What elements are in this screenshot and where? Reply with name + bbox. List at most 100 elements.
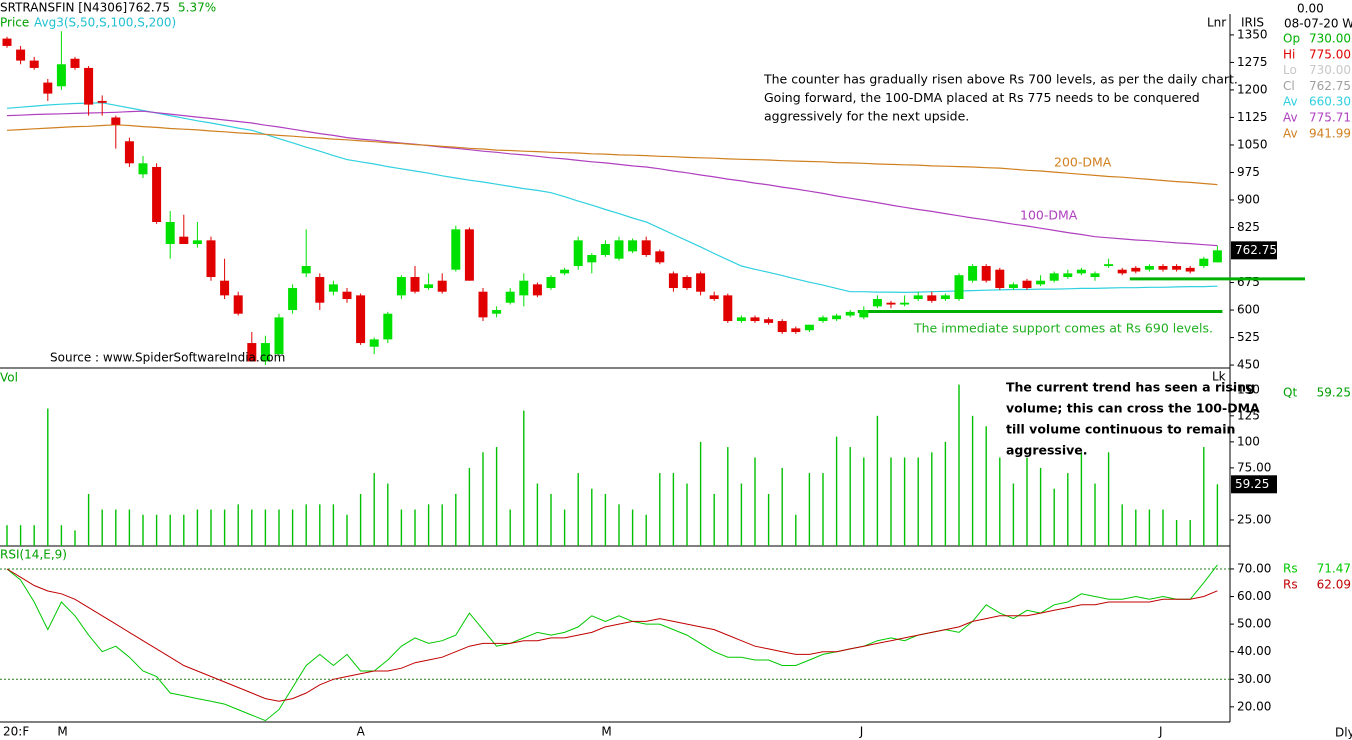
candle-body (709, 295, 719, 300)
candle-body (1049, 273, 1059, 281)
source: Source : www.SpiderSoftwareIndia.com (50, 351, 285, 365)
volume-bar (1203, 447, 1205, 546)
candle-body (288, 288, 298, 311)
moving-average (6, 102, 1218, 294)
candle-body (97, 100, 107, 103)
y-tick-label: 825 (1237, 220, 1260, 234)
y-tick-label: 1125 (1237, 110, 1268, 124)
volume-bar (1135, 509, 1137, 546)
candle-body (886, 302, 896, 305)
y-tick-label: 25.00 (1237, 512, 1271, 526)
info-label: Av (1283, 111, 1298, 125)
info-label: Av (1283, 126, 1298, 140)
volume-bar (563, 509, 566, 546)
moving-average (6, 110, 1218, 247)
volume-bar (1012, 483, 1015, 546)
price-box-label: 762.75 (1235, 243, 1277, 257)
panel-title: RSI(14,E,9) (0, 548, 67, 562)
candle-body (913, 295, 923, 300)
candle-body (451, 229, 461, 270)
candle-body (1076, 269, 1086, 274)
info-value: 730.00 (1309, 63, 1351, 77)
candle-body (587, 255, 597, 263)
candle-body (927, 295, 937, 301)
y-tick-label: 600 (1237, 303, 1260, 317)
y-tick-label: 50.00 (1237, 617, 1271, 631)
y-tick-label: 30.00 (1237, 672, 1271, 686)
candle-body (342, 291, 352, 300)
volume-bar (1148, 509, 1151, 546)
legend-label: Rs (1283, 578, 1298, 592)
candle-body (519, 280, 529, 296)
candle-body (668, 273, 678, 289)
volume-bar (958, 384, 960, 546)
candle-body (464, 229, 474, 281)
candle-body (859, 310, 869, 318)
volume-bar (468, 467, 471, 546)
candle-body (247, 343, 257, 362)
y-tick-label: 40.00 (1237, 644, 1271, 658)
annotation: volume; this can cross the 100-DMA (1006, 401, 1260, 416)
y-tick-label: 675 (1237, 275, 1260, 289)
volume-bar (876, 415, 879, 546)
candle-body (29, 60, 39, 68)
volume-bar (931, 452, 933, 546)
volume-bar (754, 457, 756, 546)
annotation: The immediate support comes at Rs 690 le… (913, 321, 1213, 336)
candle-body (532, 284, 542, 296)
ma-label: 200-DMA (1054, 155, 1112, 170)
candle-body (1090, 273, 1100, 278)
volume-bar (740, 483, 743, 546)
volume-bar (251, 509, 253, 546)
candle-body (84, 67, 94, 105)
volume-bar (6, 525, 8, 546)
candle-body (1185, 267, 1195, 272)
volume-bar (387, 483, 389, 546)
volume-bar (672, 473, 675, 546)
volume-bar (536, 483, 539, 546)
candle-body (383, 313, 393, 340)
candle-body (981, 266, 991, 281)
candle-body (628, 240, 638, 252)
volume-bar (291, 509, 294, 546)
candle-body (43, 82, 53, 94)
volume-bar (400, 509, 403, 546)
indicator-label: Avg3(S,50,S,100,S,200) (34, 16, 176, 30)
volume-bar (87, 493, 90, 546)
y-tick-label: 1350 (1237, 27, 1268, 41)
symbol: SRTRANSFIN [N4306] (0, 1, 127, 15)
volume-box (1231, 475, 1277, 494)
volume-bar (863, 457, 865, 546)
volume-bar (1189, 519, 1191, 546)
volume-bar (1053, 488, 1055, 546)
candle-body (832, 315, 842, 320)
volume-bar (1175, 519, 1178, 546)
info-value: 941.99 (1309, 126, 1351, 140)
volume-bar (196, 509, 199, 546)
volume-box-label: 59.25 (1235, 477, 1269, 491)
candle-body (1022, 280, 1032, 289)
candle-body (369, 339, 379, 347)
volume-bar (1039, 467, 1042, 546)
candle-body (328, 284, 338, 292)
volume-bar (1026, 457, 1028, 546)
candle-body (954, 275, 964, 300)
volume-bar (210, 509, 212, 546)
volume-bar (550, 493, 552, 546)
candle-body (1063, 273, 1073, 278)
volume-bar (577, 473, 579, 546)
volume-bar (903, 457, 906, 546)
volume-bar (1107, 452, 1110, 546)
y-tick-label: 75.00 (1237, 460, 1271, 474)
info-label: Lo (1283, 63, 1297, 77)
volume-bar (971, 415, 974, 546)
volume-bar (699, 441, 702, 546)
volume-bar (767, 493, 770, 546)
candle-body (1008, 284, 1018, 289)
info-label: Hi (1283, 47, 1295, 61)
annotation: aggressively for the next upside. (764, 109, 969, 124)
candle-body (206, 240, 216, 278)
y-tick-label: 70.00 (1237, 561, 1271, 575)
annotation: till volume continuous to remain (1006, 422, 1235, 437)
